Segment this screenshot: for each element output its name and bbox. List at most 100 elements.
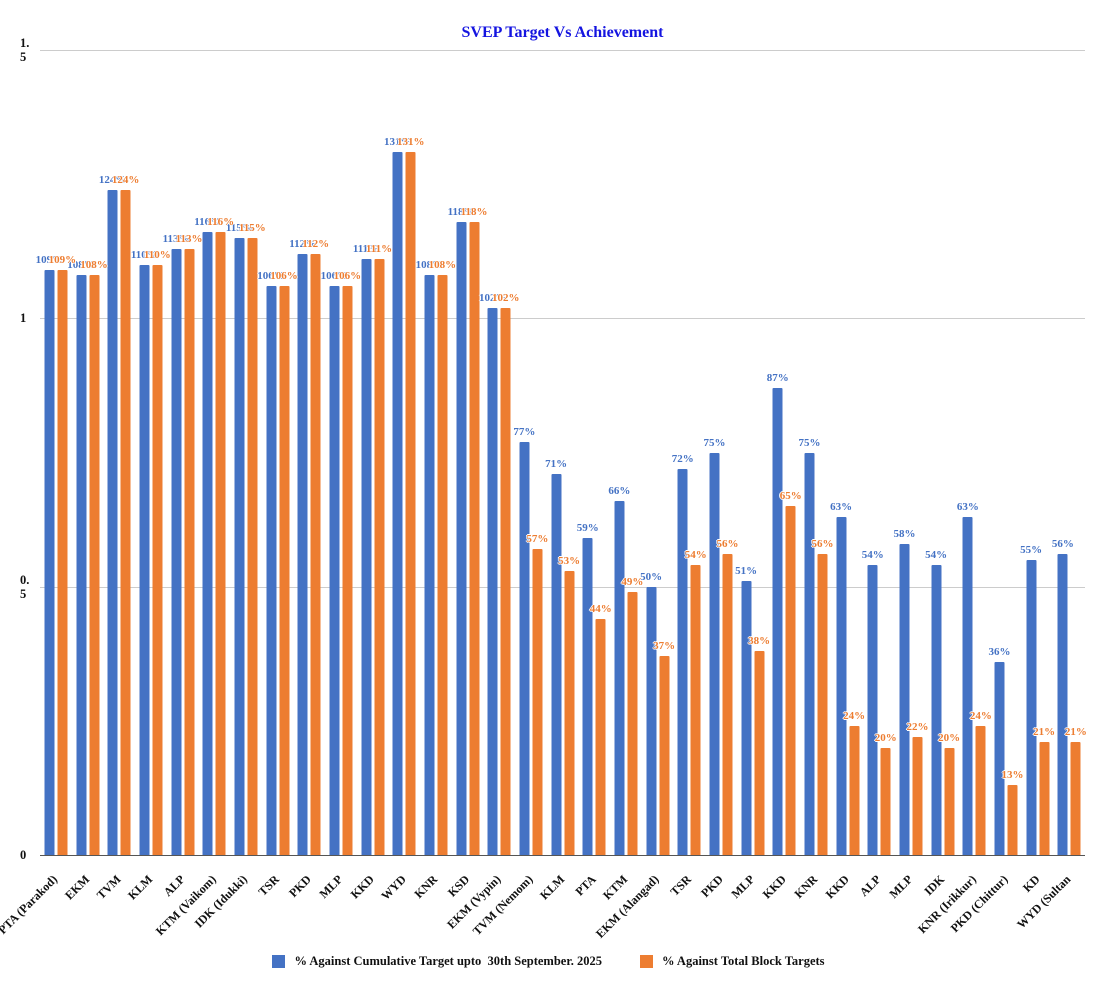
bar-block <box>754 651 765 855</box>
bar-group: 54% 20% <box>861 50 897 855</box>
bar-block <box>152 264 163 855</box>
bar-cumulative <box>646 586 657 855</box>
bar-group: 63% 24% <box>830 50 866 855</box>
value-label-block: 24% <box>843 710 866 723</box>
bar-pair <box>582 538 606 855</box>
bar-group: 116% 116% <box>194 50 234 855</box>
value-label-cumulative: 54% <box>861 549 884 562</box>
value-label-block: 54% <box>684 549 707 562</box>
value-label-cumulative: 75% <box>703 436 726 449</box>
value-label-cumulative: 118% <box>447 205 475 218</box>
x-axis-baseline <box>40 855 1085 856</box>
value-label-cumulative: 50% <box>640 570 663 583</box>
bar-pair <box>44 270 68 855</box>
value-label-cumulative: 116% <box>194 216 222 229</box>
gridline <box>40 318 1085 320</box>
bar-block <box>532 549 543 855</box>
bar-cumulative <box>931 565 942 855</box>
bar-block <box>944 747 955 855</box>
value-label-block: 24% <box>969 710 992 723</box>
bar-block <box>690 565 701 855</box>
value-label-cumulative: 115% <box>225 221 253 234</box>
x-axis-label: KLM <box>125 872 156 903</box>
bar-block <box>975 726 986 855</box>
bar-cumulative <box>361 259 372 855</box>
bar-cumulative <box>392 151 403 855</box>
value-label-block: 56% <box>716 538 739 551</box>
x-axis-label: PKD <box>285 872 314 901</box>
bar-group: 108% 108% <box>67 50 108 855</box>
bar-cumulative <box>519 441 530 855</box>
bar-pair <box>266 286 290 855</box>
bar-cumulative <box>266 286 277 855</box>
value-label-block: 13% <box>1001 769 1024 782</box>
value-label-cumulative: 56% <box>1051 538 1074 551</box>
bar-block <box>912 736 923 855</box>
legend-swatch-blue <box>272 955 286 968</box>
gridline <box>40 50 1085 51</box>
bar-block <box>1039 742 1050 855</box>
bar-pair <box>424 275 448 855</box>
plot-area: 109% 109% 108% 108% 124% 124% 110% 110% 113% 113%… <box>36 50 1087 856</box>
value-label-cumulative: 58% <box>893 527 916 540</box>
bar-pair <box>202 232 226 855</box>
legend-item-cumulative: % Against Cumulative Target upto 30th Se… <box>272 954 602 969</box>
bar-block <box>437 275 448 855</box>
bar-cumulative <box>76 275 86 855</box>
bar-group: 118% 118% <box>448 50 488 855</box>
bar-cumulative <box>709 452 720 855</box>
legend-swatch-orange <box>640 955 653 968</box>
value-label-cumulative: 108% <box>415 259 444 272</box>
bar-block <box>374 259 385 855</box>
x-axis-label: MLP <box>316 872 346 901</box>
value-label-cumulative: 106% <box>320 270 349 283</box>
value-label-cumulative: 110% <box>130 248 158 261</box>
value-label-block: 115% <box>238 221 266 234</box>
bar-cumulative <box>551 473 562 855</box>
bar-cumulative <box>582 538 593 855</box>
bar-cumulative <box>772 388 783 855</box>
value-label-cumulative: 66% <box>608 484 631 497</box>
bar-pair <box>234 237 258 855</box>
bar-pair <box>962 516 986 855</box>
value-label-block: 106% <box>270 270 298 283</box>
bar-block <box>405 151 416 855</box>
bar-pair <box>361 259 385 855</box>
bar-block <box>880 747 891 855</box>
y-axis: 0 0.5 1 1.5 <box>14 36 36 862</box>
bar-cumulative <box>139 264 150 855</box>
bar-pair <box>899 543 923 855</box>
bar-cumulative <box>1026 559 1037 855</box>
value-label-cumulative: 75% <box>798 436 821 449</box>
x-axis-label: MLP <box>886 872 916 901</box>
bar-pair <box>836 516 860 855</box>
bar-cumulative <box>899 543 910 855</box>
bar-group: 63% 24% <box>957 50 992 855</box>
x-axis-label: ALP <box>856 872 884 900</box>
value-label-cumulative: 36% <box>988 645 1011 658</box>
bar-pair <box>297 253 321 855</box>
value-label-cumulative: 55% <box>1020 543 1043 556</box>
bar-group: 75% 56% <box>703 50 739 855</box>
value-label-block: 21% <box>1033 726 1056 739</box>
bar-cumulative <box>329 286 340 855</box>
value-label-block: 21% <box>1064 726 1087 739</box>
legend: % Against Cumulative Target upto 30th Se… <box>0 954 1097 969</box>
bar-block <box>564 570 575 855</box>
y-axis-tick-label: 1.5 <box>20 36 30 64</box>
value-label-block: 106% <box>333 270 362 283</box>
bar-block <box>342 286 353 855</box>
bar-block <box>849 726 860 855</box>
value-label-block: 108% <box>80 259 108 272</box>
bar-pair <box>1057 554 1081 855</box>
value-label-block: 37% <box>653 640 676 653</box>
bar-block <box>785 506 796 855</box>
bar-block <box>469 221 480 855</box>
value-label-block: 118% <box>460 205 488 218</box>
bar-block <box>627 592 638 855</box>
bar-block <box>595 618 606 855</box>
bar-cumulative <box>487 307 498 855</box>
value-label-block: 113% <box>175 232 203 245</box>
bar-cumulative <box>804 452 815 855</box>
value-label-block: 111% <box>365 243 393 256</box>
